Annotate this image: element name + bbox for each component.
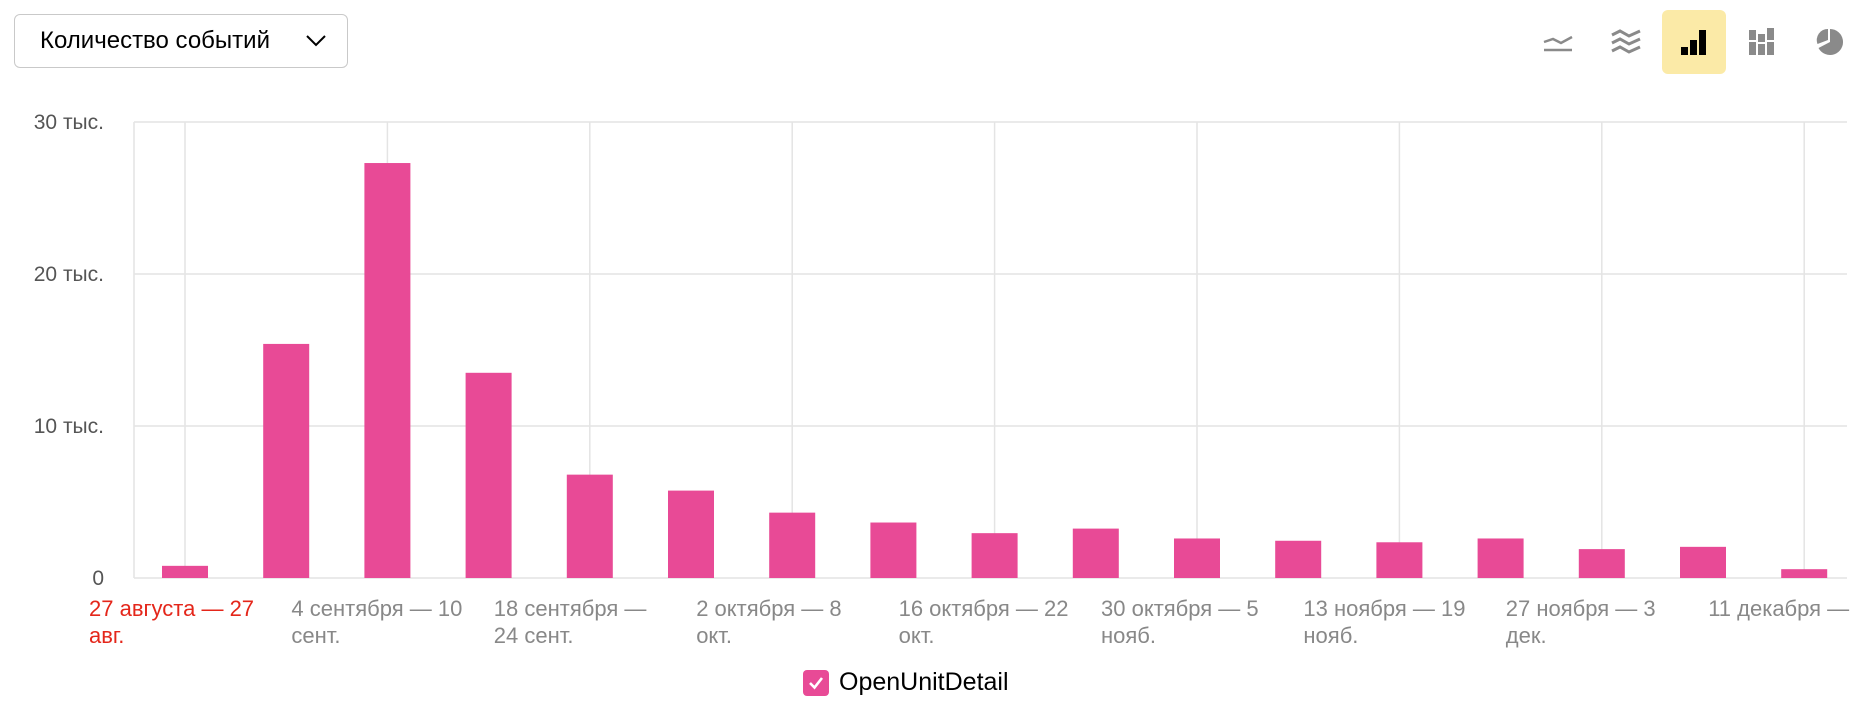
bar [1072, 528, 1119, 578]
x-tick-label: 13 ноября — 19 нояб. [1303, 596, 1465, 648]
bar [971, 533, 1018, 578]
line-chart-button[interactable] [1526, 10, 1590, 74]
x-tick-label: 30 октября — 5 нояб. [1101, 596, 1259, 648]
bar [1174, 538, 1220, 578]
y-tick-label: 20 тыс. [34, 263, 104, 286]
chevron-down-icon [306, 35, 326, 47]
x-tick-label: 16 октября — 22 окт. [899, 596, 1069, 648]
bar [263, 343, 310, 578]
x-tick-label: 27 августа — 27 авг. [89, 596, 254, 648]
metric-select-label: Количество событий [40, 27, 270, 54]
y-tick-label: 10 тыс. [34, 415, 104, 438]
bar [465, 372, 512, 578]
area-chart-button[interactable] [1594, 10, 1658, 74]
bar [162, 565, 208, 578]
line-chart-icon [1543, 35, 1573, 52]
metric-select[interactable]: Количество событий [14, 14, 348, 68]
bar [668, 490, 714, 578]
legend: OpenUnitDetail [803, 668, 1009, 697]
bar-chart-icon [1681, 30, 1706, 55]
legend-label: OpenUnitDetail [839, 668, 1009, 696]
bar [1680, 546, 1726, 578]
bar [1781, 569, 1828, 578]
bar [364, 163, 411, 579]
bar [566, 474, 613, 578]
bar-chart: 0 10 тыс. 20 тыс. 30 тыс. 27 августа — 27 авг… [34, 111, 1849, 648]
x-tick-label: 27 ноября — 3 дек. [1506, 596, 1656, 648]
bar-chart-button[interactable] [1662, 10, 1726, 74]
x-tick-label: 4 сентября — 10 сент. [291, 596, 462, 648]
stacked-column-icon [1749, 28, 1774, 55]
bar [1275, 540, 1322, 578]
x-tick-label: 2 октября — 8 окт. [696, 596, 841, 648]
pie-chart-button[interactable] [1798, 10, 1862, 74]
chart-type-toolbar [1526, 10, 1862, 74]
x-tick-label: 18 сентября —24 сент. [494, 596, 647, 648]
bar [1376, 542, 1423, 578]
bar [1578, 549, 1625, 578]
area-chart-icon [1611, 29, 1641, 54]
stacked-column-button[interactable] [1730, 10, 1794, 74]
y-tick-label: 0 [92, 567, 104, 590]
bar [870, 522, 917, 578]
pie-chart-icon [1816, 28, 1844, 55]
checkmark-icon [809, 676, 824, 689]
bar [769, 512, 816, 578]
x-tick-label: 11 декабря — [1708, 596, 1849, 621]
bar [1477, 538, 1524, 578]
y-tick-label: 30 тыс. [34, 111, 104, 134]
legend-checkbox[interactable] [803, 669, 829, 696]
